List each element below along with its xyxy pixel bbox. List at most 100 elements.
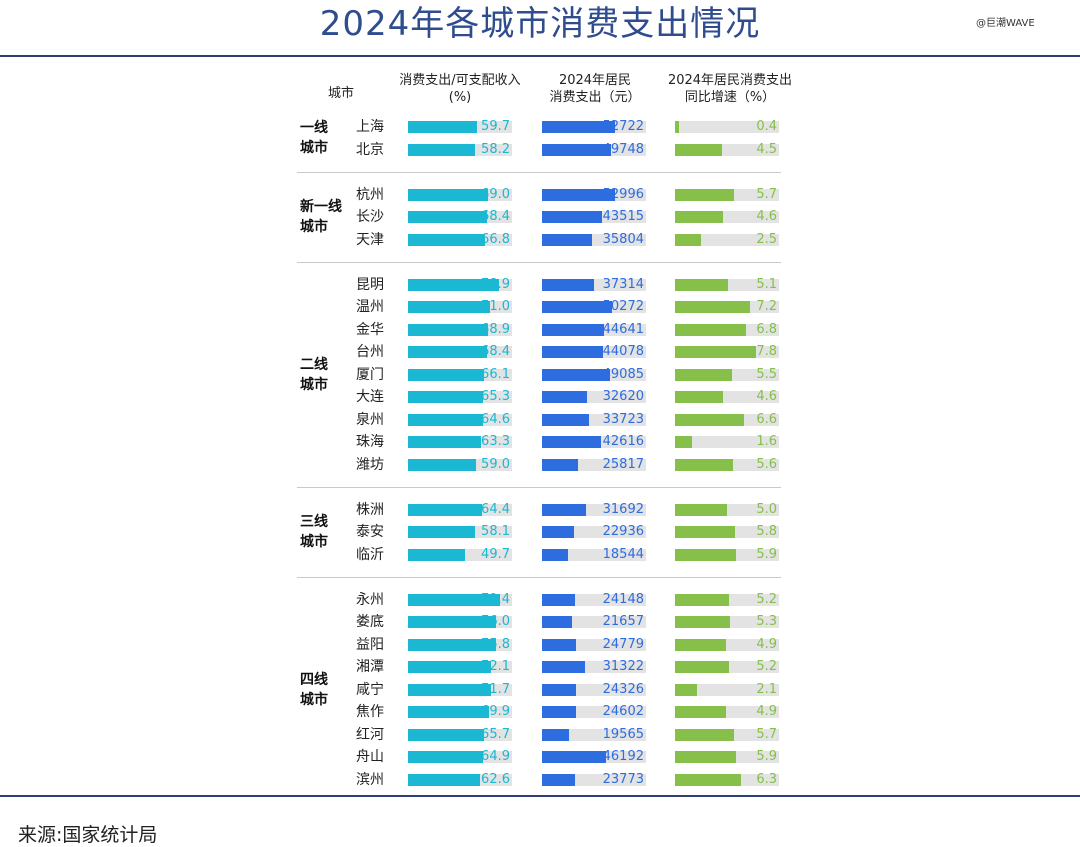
group-separator <box>297 172 781 173</box>
ratio-value: 68.4 <box>481 344 510 359</box>
city-name: 红河 <box>356 726 384 743</box>
growth-value: 5.9 <box>756 749 777 764</box>
spend-bar <box>542 593 575 606</box>
city-name: 舟山 <box>356 749 384 765</box>
city-name: 焦作 <box>356 704 384 720</box>
city-name: 临沂 <box>356 546 384 563</box>
ratio-bar <box>408 526 475 538</box>
growth-bar <box>675 458 733 471</box>
spend-bar <box>542 413 589 426</box>
ratio-bar <box>408 661 491 673</box>
group-label: 四线 城市 <box>300 670 340 710</box>
ratio-value: 59.0 <box>481 456 510 472</box>
spend-value: 50272 <box>602 299 644 314</box>
spend-bar <box>542 436 601 448</box>
growth-bar <box>675 773 741 786</box>
growth-bar-bg <box>675 436 779 448</box>
spend-value: 25817 <box>602 456 644 472</box>
spend-bar <box>542 368 610 381</box>
growth-value: 5.8 <box>756 524 777 539</box>
city-name: 娄底 <box>356 614 384 630</box>
growth-value: 4.6 <box>756 209 777 224</box>
group-separator <box>297 577 781 578</box>
group-label-line2: 城市 <box>300 691 328 708</box>
group-label: 三线 城市 <box>300 512 340 552</box>
ratio-bar <box>408 278 499 291</box>
spend-value: 37314 <box>602 276 644 292</box>
spend-bar <box>542 346 603 358</box>
spend-bar <box>542 526 574 538</box>
growth-value: 5.0 <box>756 501 777 517</box>
ratio-bar <box>408 616 496 628</box>
growth-bar <box>675 436 692 448</box>
ratio-value: 62.6 <box>481 771 510 787</box>
city-name: 潍坊 <box>356 456 384 473</box>
ratio-bar <box>408 436 481 448</box>
ratio-value: 69.9 <box>481 704 510 719</box>
ratio-value: 78.9 <box>481 276 510 292</box>
ratio-bar <box>408 143 475 156</box>
growth-value: 7.2 <box>756 299 777 314</box>
ratio-bar <box>408 346 487 358</box>
ratio-bar <box>408 503 482 516</box>
growth-bar-bg <box>675 121 779 133</box>
header-spend-line2: 消费支出（元） <box>549 90 641 105</box>
group-label-line2: 城市 <box>300 219 328 235</box>
header-city: 城市 <box>328 86 355 101</box>
city-name: 株洲 <box>356 501 384 518</box>
ratio-bar <box>408 706 489 718</box>
spend-bar <box>542 391 587 403</box>
ratio-bar <box>408 323 488 336</box>
spend-value: 24602 <box>602 704 644 719</box>
top-rule <box>0 55 1080 57</box>
spend-bar <box>542 278 594 291</box>
spend-value: 22936 <box>602 524 644 539</box>
city-name: 咸宁 <box>356 681 384 698</box>
ratio-value: 72.1 <box>481 659 510 674</box>
growth-bar <box>675 706 726 718</box>
spend-bar <box>542 458 578 471</box>
growth-bar <box>675 526 735 538</box>
spend-value: 32620 <box>602 389 644 404</box>
growth-bar <box>675 188 734 201</box>
spend-value: 46192 <box>602 749 644 764</box>
growth-value: 7.8 <box>756 344 777 359</box>
ratio-bar <box>408 751 483 763</box>
growth-bar-bg <box>675 683 779 696</box>
spend-bar <box>542 661 585 673</box>
spend-bar <box>542 121 615 133</box>
spend-value: 24779 <box>602 636 644 652</box>
spend-bar <box>542 683 576 696</box>
spend-value: 44078 <box>602 344 644 359</box>
growth-bar <box>675 751 736 763</box>
ratio-value: 76.0 <box>481 614 510 629</box>
ratio-value: 58.1 <box>481 524 510 539</box>
ratio-value: 63.3 <box>481 434 510 449</box>
watermark: @巨潮WAVE <box>976 18 1035 29</box>
group-label-line2: 城市 <box>300 376 328 393</box>
spend-bar <box>542 773 575 786</box>
growth-bar <box>675 278 728 291</box>
ratio-bar <box>408 638 496 651</box>
group-label-line1: 一线 <box>300 120 328 137</box>
spend-bar <box>542 616 572 628</box>
spend-bar <box>542 548 568 561</box>
ratio-value: 49.7 <box>481 546 510 562</box>
ratio-value: 71.7 <box>481 681 510 697</box>
header-ratio-line1: 消费支出/可支配收入 <box>399 73 521 88</box>
spend-bar <box>542 751 606 763</box>
group-label-line2: 城市 <box>300 534 328 550</box>
city-name: 厦门 <box>356 366 384 383</box>
growth-value: 5.2 <box>756 659 777 674</box>
city-name: 上海 <box>356 119 384 135</box>
growth-value: 0.4 <box>756 119 777 134</box>
spend-bar-bg <box>542 548 646 561</box>
growth-bar <box>675 413 744 426</box>
growth-value: 1.6 <box>756 434 777 449</box>
spend-value: 52996 <box>602 186 644 202</box>
header-growth-line1: 2024年居民消费支出 <box>667 73 793 88</box>
ratio-value: 68.9 <box>481 321 510 337</box>
growth-bar <box>675 728 734 741</box>
spend-value: 31692 <box>602 501 644 517</box>
ratio-bar <box>408 233 485 246</box>
